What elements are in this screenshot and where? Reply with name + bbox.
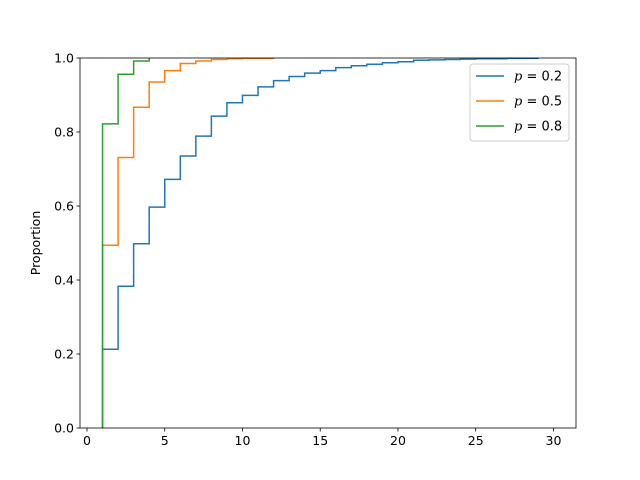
legend-label-symbol: p [514,120,523,135]
series-line-1 [101,57,539,428]
y-tick-label: 0.6 [54,199,74,214]
legend-label: p = 0.2 [514,70,562,85]
series-line-3 [101,58,150,428]
legend-label-symbol: p [514,70,523,85]
y-tick-label: 0.2 [54,347,74,362]
legend-label-value: = 0.8 [522,120,562,135]
legend-label-value: = 0.2 [522,70,562,85]
x-tick-label: 30 [546,433,562,448]
axes-layer [79,57,577,429]
series-line-2 [101,57,275,428]
plot-frame [79,57,577,429]
y-tick-label: 0.0 [54,421,74,436]
y-tick-label: 0.8 [54,125,74,140]
y-axis-ticks: 0.0 0.2 0.4 0.6 0.8 1.0 [54,51,80,436]
x-tick-label: 10 [235,433,251,448]
x-tick-label: 5 [161,433,169,448]
legend-label: p = 0.5 [514,95,562,110]
x-tick-label: 15 [312,433,328,448]
x-tick-label: 20 [390,433,406,448]
legend: p = 0.2p = 0.5p = 0.8 [469,63,570,142]
x-tick-label: 25 [468,433,484,448]
y-axis-label: Proportion [28,211,43,276]
x-tick-label: 0 [83,433,91,448]
legend-label-value: = 0.5 [522,95,562,110]
legend-label-symbol: p [514,95,523,110]
legend-box [469,63,570,142]
series-layer [101,57,539,428]
y-tick-label: 0.4 [54,273,74,288]
x-axis-ticks: 0 5 10 15 20 25 30 [83,428,561,448]
legend-label: p = 0.8 [514,120,562,135]
y-tick-label: 1.0 [54,51,74,66]
